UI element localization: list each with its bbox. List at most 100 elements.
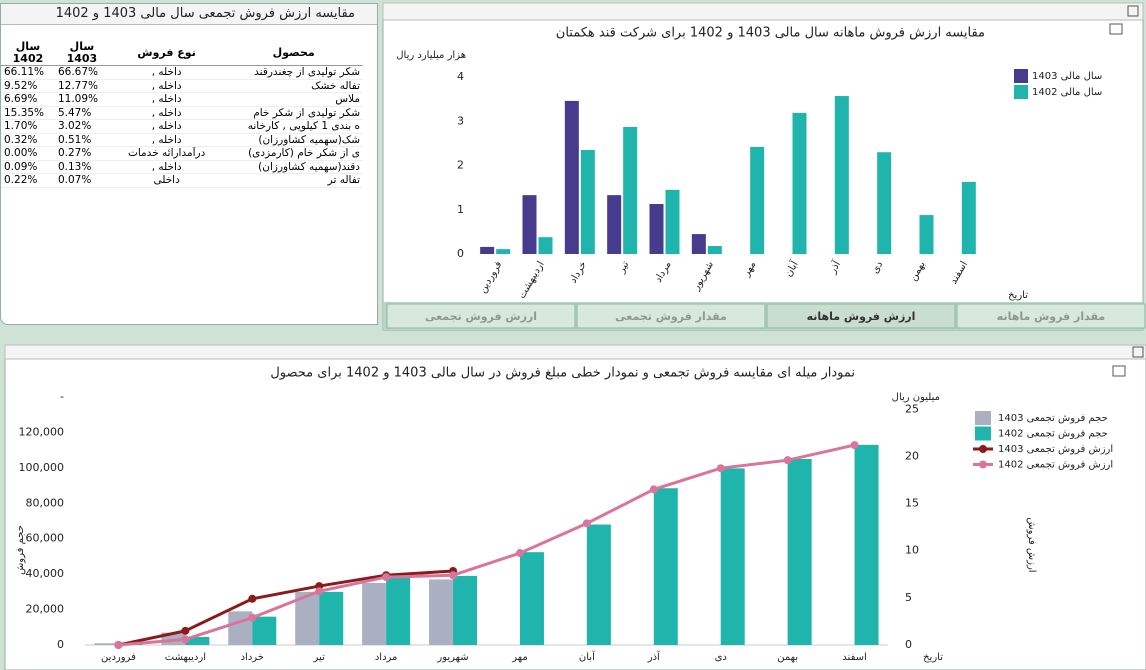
bar: [480, 246, 495, 254]
point: [783, 456, 792, 465]
bar: [623, 127, 638, 254]
table-row: شکر تولیدی از چغندرقند داخله , 66.67% 66.11…: [1, 65, 363, 80]
bar: [519, 552, 544, 645]
maximize-icon[interactable]: [1127, 5, 1139, 17]
x-tick-label: اسفند: [842, 652, 866, 663]
panel-title: مقایسه ارزش فروش تجمعی سال مالی 1403 و 1…: [1, 4, 377, 25]
bar: [522, 195, 537, 254]
bar: [362, 583, 387, 645]
bar: [228, 611, 253, 645]
table-cell: داخله ,: [108, 106, 225, 120]
tab[interactable]: [766, 303, 956, 329]
share-table: محصول نوع فروش سال 1403 سال 1402 شکر تول…: [1, 41, 363, 188]
x-axis-label: تاریخ: [923, 652, 943, 663]
bar: [707, 246, 722, 254]
table-cell: 11.09%: [54, 92, 109, 107]
legend-swatch: [975, 426, 991, 441]
bar: [94, 643, 119, 645]
bar: [877, 152, 892, 254]
x-tick-label: تیر: [313, 652, 326, 663]
x-tick-label: آذر: [647, 650, 661, 663]
bar: [564, 100, 579, 255]
x-tick-label: اردیبهشت: [165, 652, 206, 663]
x-tick-label: مهر: [511, 652, 527, 663]
bar: [919, 215, 934, 254]
table-cell: 66.11%: [1, 65, 55, 80]
table-cell: شک(سهمیه کشاورزان): [224, 133, 363, 147]
table-row: ه بندی 1 کیلویی , کارخانه داخله , 3.02% 1.7…: [1, 119, 363, 134]
table-row: ملاس داخله , 11.09% 6.69%: [1, 92, 363, 107]
table-cell: 0.22%: [1, 173, 55, 188]
y-tick-label: 80,000: [26, 496, 65, 509]
table-cell: 6.69%: [1, 92, 55, 107]
y-tick-label: 20,000: [26, 603, 65, 616]
tab[interactable]: [956, 303, 1146, 329]
legend-swatch: [975, 411, 991, 425]
legend-marker: [979, 445, 987, 453]
column-header: نوع فروش: [108, 41, 225, 66]
bar: [961, 181, 976, 254]
point: [315, 587, 324, 596]
table-cell: داخله ,: [108, 119, 225, 134]
bar: [653, 488, 678, 645]
print-icon[interactable]: [1109, 23, 1123, 35]
y-tick-label: 40,000: [26, 567, 65, 580]
y2-tick-label: 20: [905, 449, 919, 462]
y2-unit: میلیون ریال: [892, 392, 940, 403]
point: [382, 573, 391, 582]
maximize-icon[interactable]: [1132, 346, 1144, 358]
chart-title: نمودار میله ای مقایسه فروش تجمعی و نمودا…: [270, 366, 855, 381]
x-tick-label: بهمن: [777, 652, 798, 663]
point: [449, 571, 458, 580]
table-cell: شکر تولیدی از چغندرقند: [224, 65, 363, 80]
point: [850, 441, 859, 450]
table-row: شکر تولیدی از شکر خام داخله , 5.47% 15.35%: [1, 106, 363, 120]
x-tick-label: دی: [870, 260, 886, 276]
legend-label: ارزش فروش تجمعی 1402: [998, 460, 1113, 471]
tab[interactable]: [576, 303, 766, 329]
legend-label: حجم فروش تجمعی 1403: [998, 413, 1108, 424]
table-cell: 5.47%: [54, 106, 109, 120]
table-cell: 0.07%: [54, 173, 109, 188]
table-cell: 9.52%: [1, 79, 55, 93]
combo-panel: [4, 344, 1146, 670]
bar: [580, 150, 595, 254]
print-icon[interactable]: [1112, 365, 1126, 377]
point: [181, 635, 190, 644]
table-row: ی از شکر خام (کارمزدی) درآمدارائه خدمات 0.…: [1, 146, 363, 161]
table-cell: 0.00%: [1, 146, 55, 161]
y-tick-label: 0: [457, 247, 464, 260]
bar: [691, 234, 706, 254]
y-tick-label: 60,000: [26, 532, 65, 545]
legend-label: سال مالی 1403: [1032, 71, 1102, 82]
table-row: شک(سهمیه کشاورزان) داخله , 0.51% 0.32%: [1, 133, 363, 147]
bar: [665, 189, 680, 254]
bar: [496, 249, 511, 254]
y2-tick-label: 5: [905, 591, 912, 604]
bar: [586, 524, 611, 645]
point: [114, 641, 123, 649]
table-body: شکر تولیدی از چغندرقند داخله , 66.67% 66.11…: [1, 65, 363, 188]
table-cell: 0.51%: [54, 133, 109, 147]
bar: [750, 146, 765, 254]
point: [248, 613, 257, 622]
tab[interactable]: [386, 303, 576, 329]
y-tick-label: 4: [457, 70, 464, 83]
table-cell: داخلی: [108, 173, 225, 188]
column-header: محصول: [224, 41, 363, 66]
x-tick-label: فروردین: [101, 652, 136, 663]
y-tick-label: 0: [57, 638, 64, 651]
table-cell: 66.67%: [54, 65, 109, 80]
table-cell: 15.35%: [1, 106, 55, 120]
y2-axis-label: ارزش فروش: [1026, 517, 1037, 572]
legend-label: سال مالی 1402: [1032, 87, 1102, 98]
header-row: محصول نوع فروش سال 1403 سال 1402: [1, 41, 363, 66]
x-tick-label: شهریور: [436, 652, 468, 663]
table-cell: 3.02%: [54, 119, 109, 134]
panel-header: [382, 2, 1144, 21]
bar: [319, 591, 344, 645]
table-cell: داخله ,: [108, 133, 225, 147]
point: [181, 626, 190, 635]
y2-tick-label: 15: [905, 497, 919, 510]
